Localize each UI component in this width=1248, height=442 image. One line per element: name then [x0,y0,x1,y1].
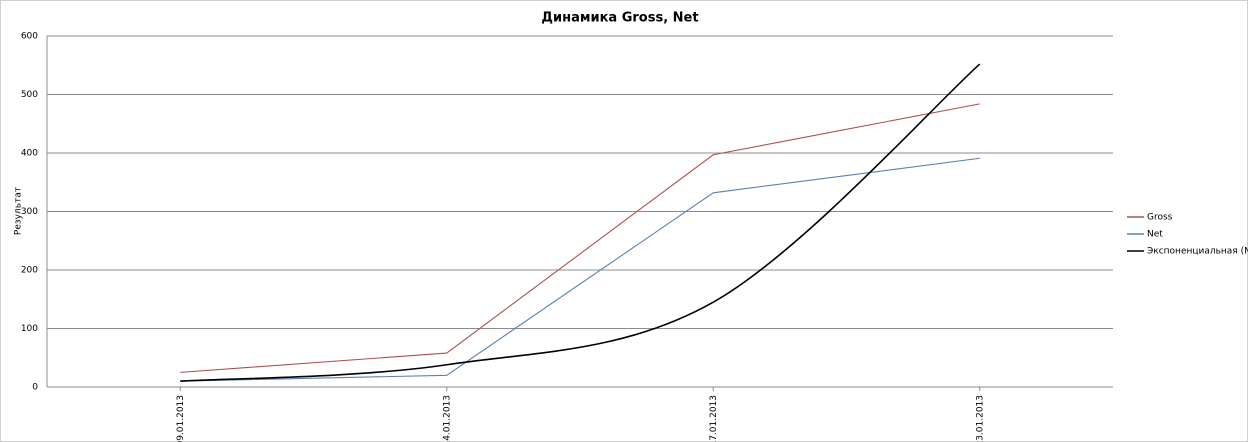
y-tick-label: 300 [21,207,38,217]
x-tick-label: 17.01.2013 [709,395,719,442]
x-tick-label: 09.01.2013 [176,395,186,442]
legend-label: Net [1147,230,1163,240]
y-tick-label: 500 [21,90,38,100]
y-tick-label: 200 [21,266,38,276]
y-tick-label: 0 [32,383,38,393]
series-line [180,157,980,382]
chart-title: Динамика Gross, Net [541,11,698,26]
y-axis-label: Результат [14,187,24,235]
series-line [180,103,980,373]
legend-label: Gross [1147,213,1173,223]
legend-label: Экспоненциальная (Net) [1147,247,1248,257]
y-tick-label: 400 [21,149,38,159]
trend-line [180,63,981,382]
y-tick-label: 600 [21,32,38,42]
y-tick-label: 100 [21,324,38,334]
x-tick-label: 23.01.2013 [975,395,985,442]
x-tick-label: 14.01.2013 [442,395,452,442]
